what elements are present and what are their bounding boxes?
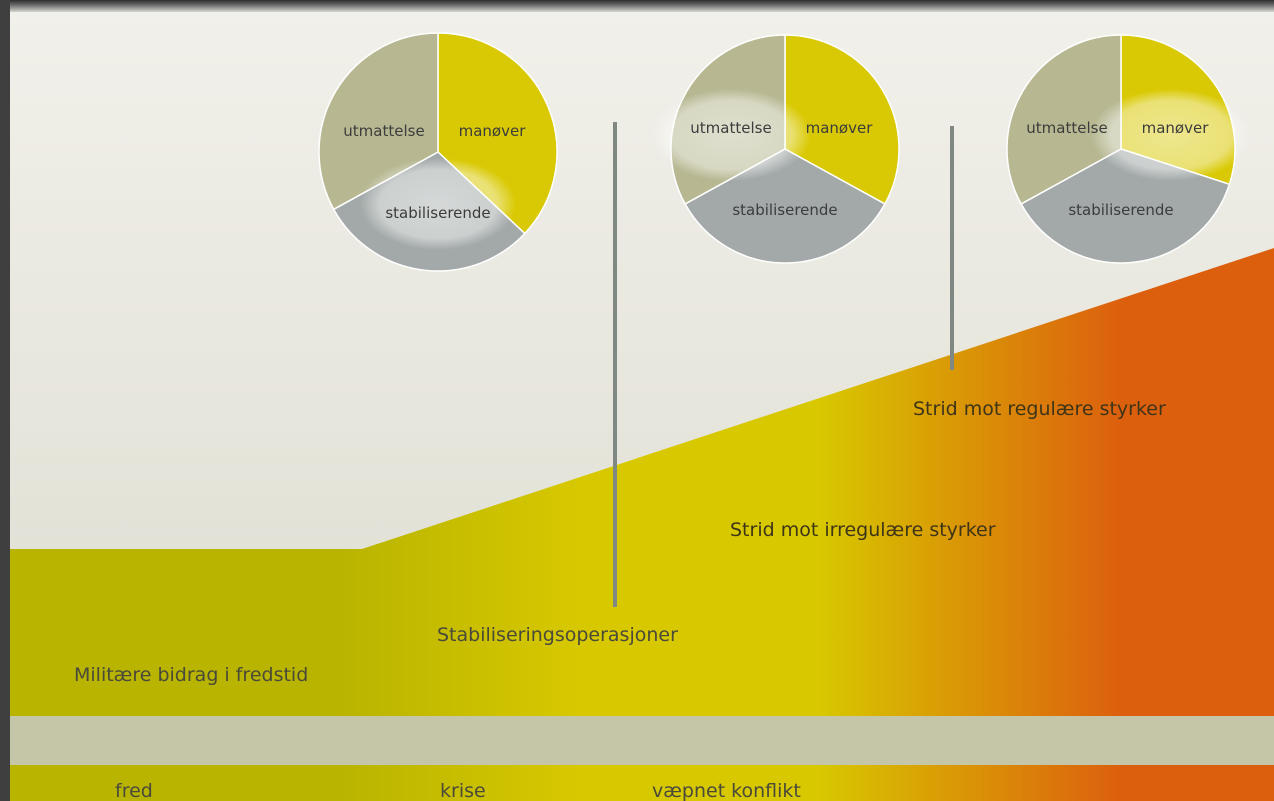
pie-label-utmattelse: utmattelse: [690, 119, 771, 137]
label-peacetime-contributions: Militære bidrag i fredstid: [74, 664, 308, 686]
label-stabilization-operations: Stabiliseringsoperasjoner: [437, 624, 678, 646]
state-label-crisis: krise: [440, 780, 486, 801]
pie-chart-regular: manøver stabiliserende utmattelse: [1006, 34, 1251, 264]
label-regular-forces: Strid mot regulære styrker: [913, 398, 1166, 420]
pie-chart-stabilization: manøver stabiliserende utmattelse: [318, 32, 558, 272]
pie-slice-utmattelse: [1006, 34, 1122, 205]
pie-label-utmattelse: utmattelse: [1026, 119, 1107, 137]
pie-label-stabiliserende: stabiliserende: [1068, 201, 1173, 219]
pie-chart-irregular: manøver stabiliserende utmattelse: [651, 34, 900, 264]
pie-label-utmattelse: utmattelse: [343, 122, 424, 140]
pie-label-manover: manøver: [1142, 119, 1210, 137]
state-label-peace: fred: [115, 780, 153, 801]
pie-emphasis-highlight: [1091, 89, 1251, 181]
window-left-edge: [0, 0, 10, 801]
conflict-intensity-wedge: [10, 248, 1274, 716]
pie-label-manover: manøver: [459, 122, 527, 140]
pie-emphasis-highlight: [360, 158, 516, 250]
pie-label-manover: manøver: [806, 119, 874, 137]
pie-emphasis-highlight: [651, 89, 811, 181]
state-label-armed-conflict: væpnet konflikt: [652, 780, 801, 801]
window-top-edge: [0, 0, 1274, 12]
pie-slice-manover: [784, 34, 900, 205]
conflict-state-bar: [10, 765, 1274, 801]
pie-label-stabiliserende: stabiliserende: [732, 201, 837, 219]
pie-slice-manover: [437, 32, 558, 235]
label-irregular-forces: Strid mot irregulære styrker: [730, 519, 996, 541]
separator-band: [10, 716, 1274, 765]
pie-label-stabiliserende: stabiliserende: [385, 204, 490, 222]
